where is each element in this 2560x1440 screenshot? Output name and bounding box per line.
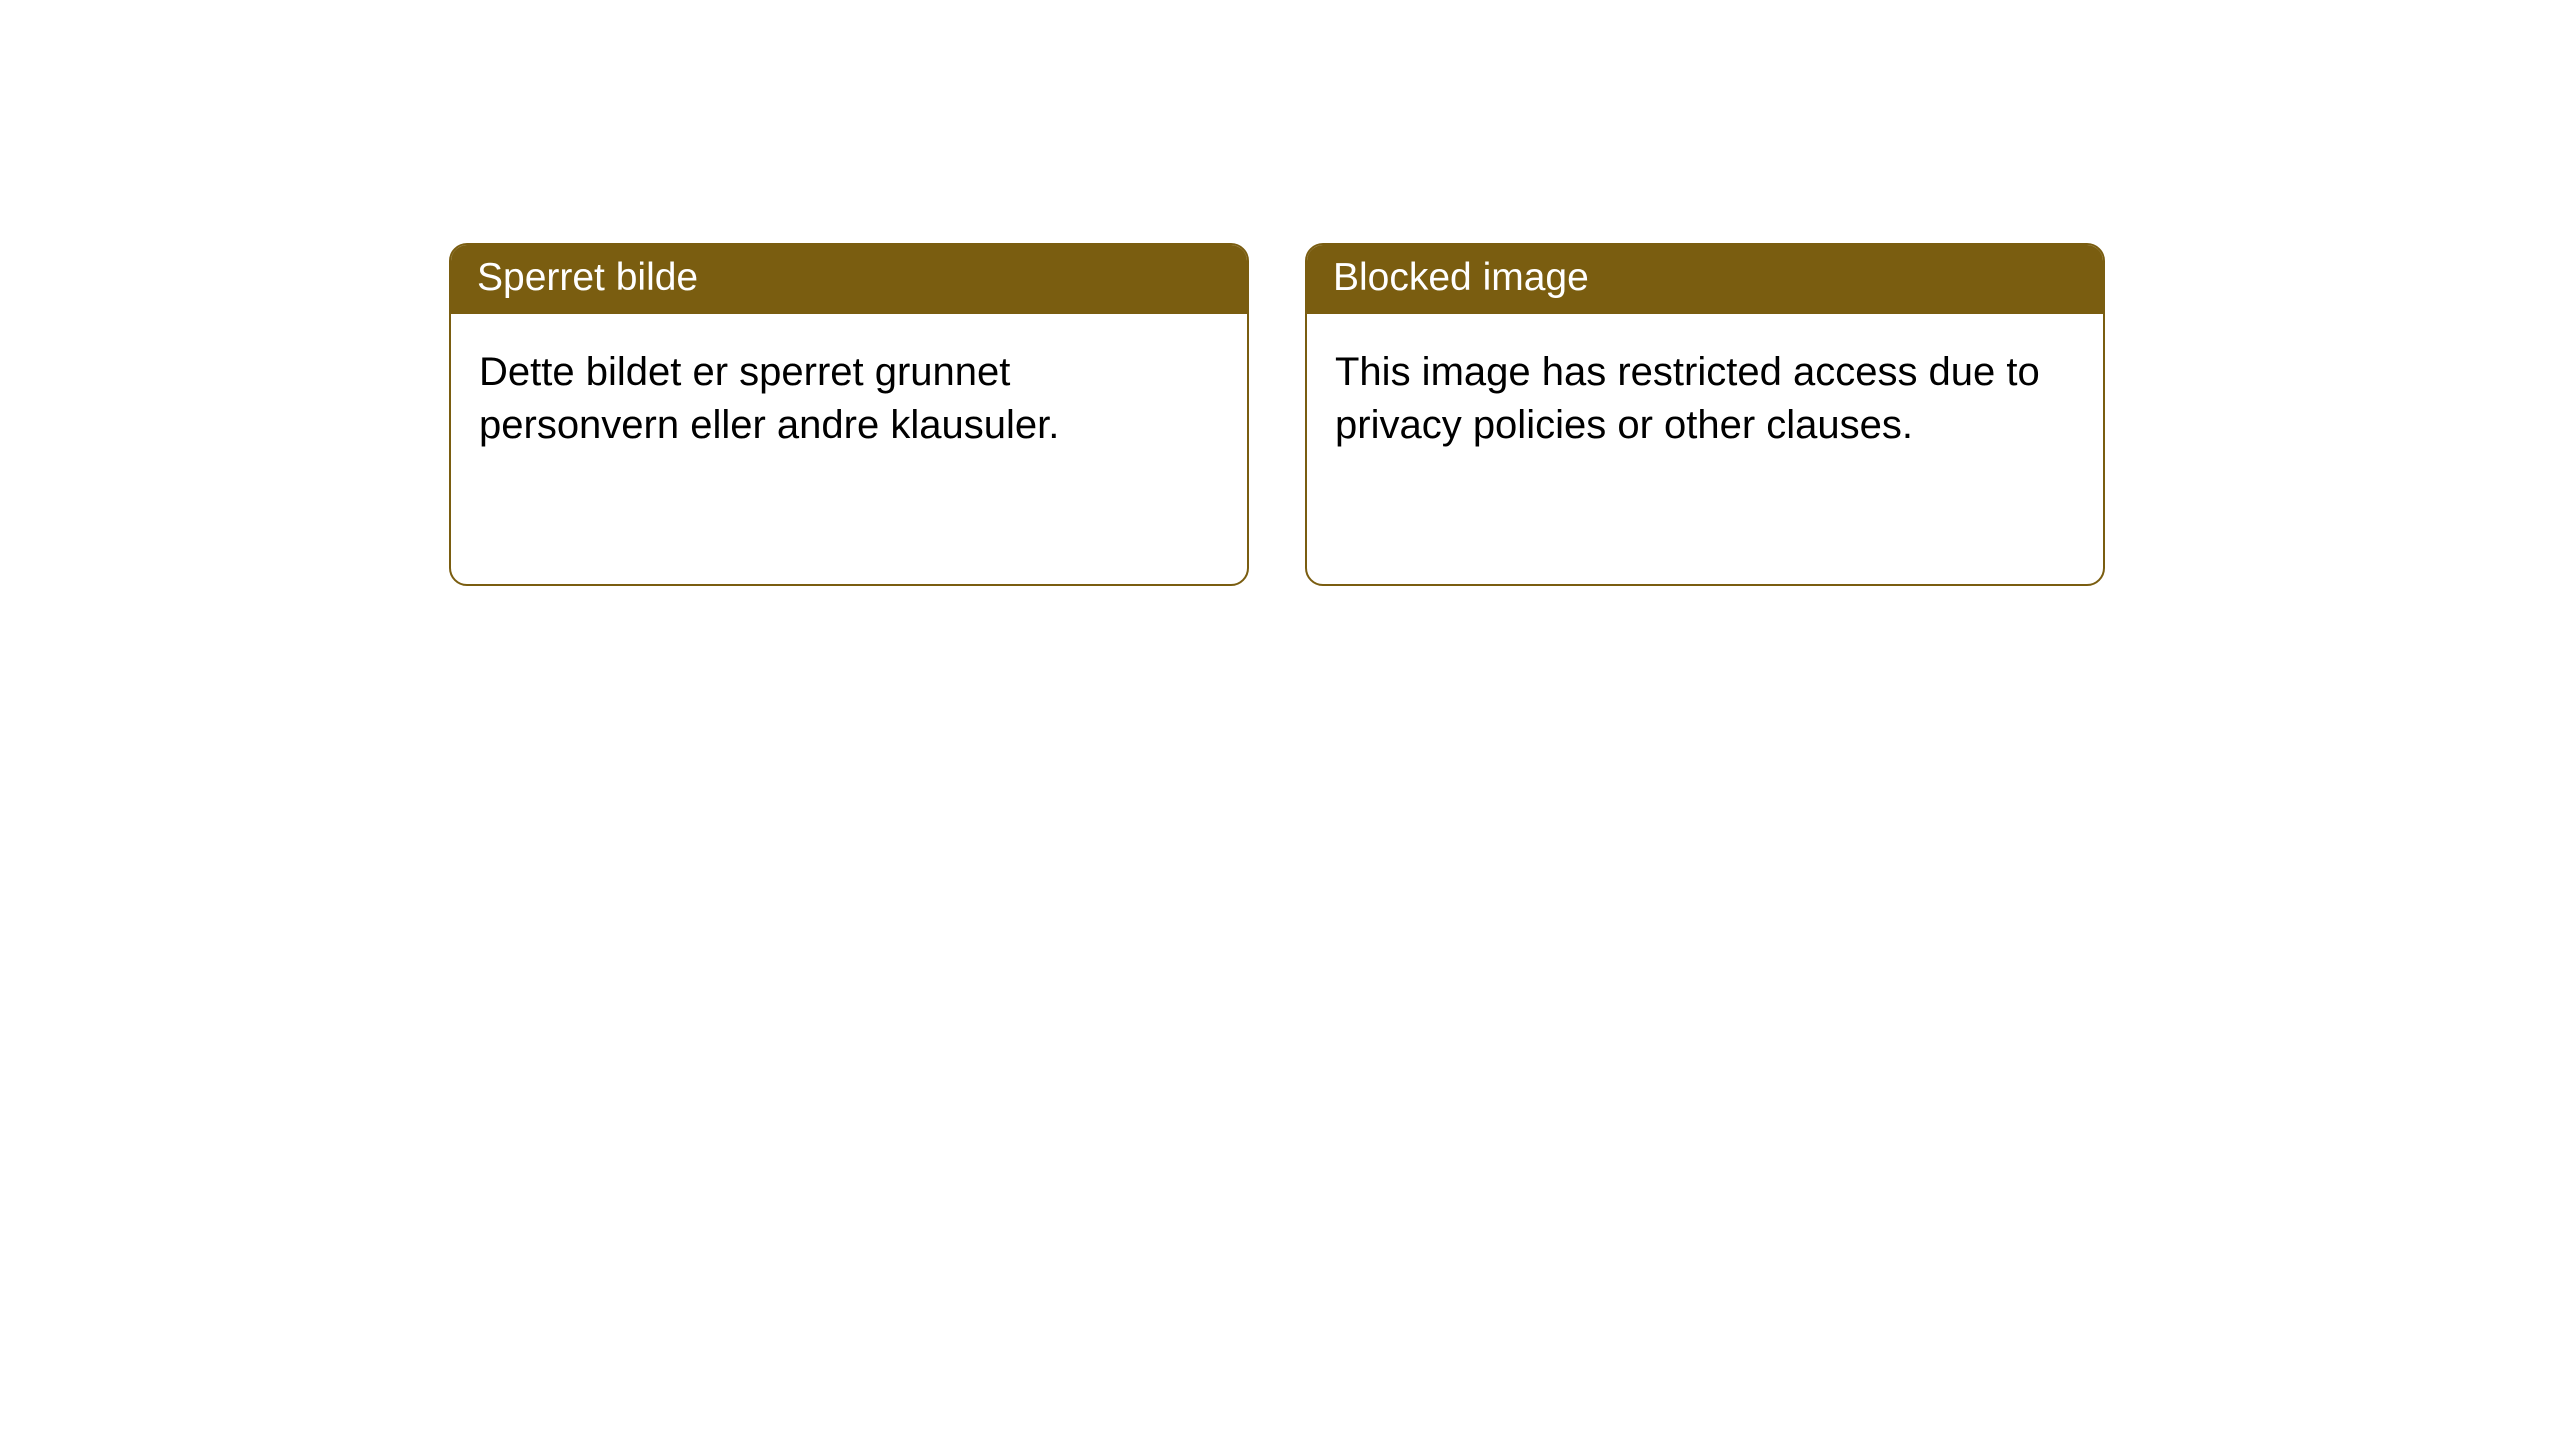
notice-body: Dette bildet er sperret grunnet personve… bbox=[451, 314, 1247, 584]
notice-container: Sperret bilde Dette bildet er sperret gr… bbox=[0, 0, 2560, 586]
notice-body: This image has restricted access due to … bbox=[1307, 314, 2103, 584]
notice-title: Sperret bilde bbox=[451, 245, 1247, 314]
notice-card-norwegian: Sperret bilde Dette bildet er sperret gr… bbox=[449, 243, 1249, 586]
notice-title: Blocked image bbox=[1307, 245, 2103, 314]
notice-card-english: Blocked image This image has restricted … bbox=[1305, 243, 2105, 586]
